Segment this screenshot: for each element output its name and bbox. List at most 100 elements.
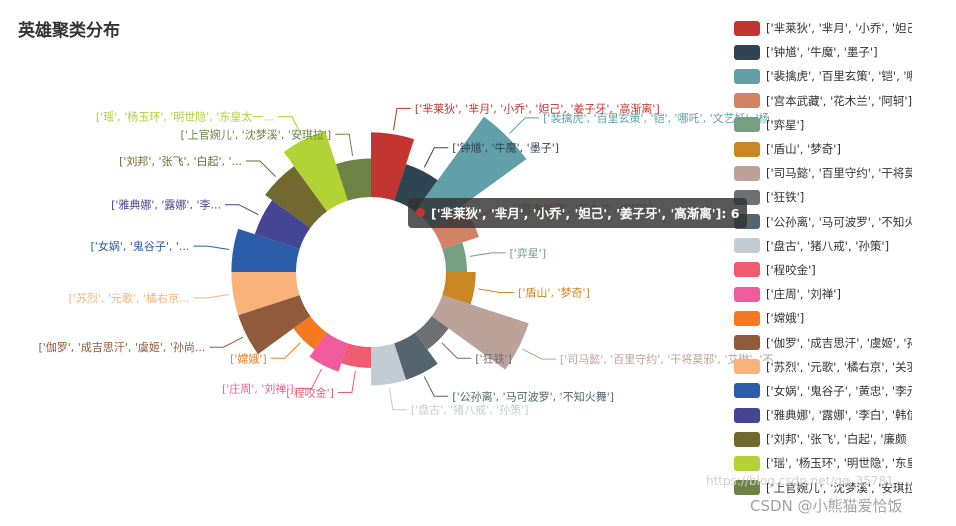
rose-slice[interactable] (442, 242, 467, 272)
watermark: CSDN @小熊猫爱恰饭 (750, 497, 903, 515)
legend-swatch (734, 117, 760, 133)
rose-slice[interactable] (309, 332, 348, 372)
rose-slice[interactable] (341, 343, 371, 368)
legend-label: ['盾山', '梦奇'] (766, 142, 841, 157)
rose-slices (231, 116, 529, 386)
legend-swatch (734, 93, 760, 109)
slice-label: ['伽罗', '成吉思汗', '虞姬', '孙尚... (38, 340, 205, 354)
legend-swatch (734, 262, 760, 278)
legend-swatch (734, 359, 760, 375)
slice-label: ['庄周', '刘禅'] (222, 381, 294, 395)
legend-label: ['裴擒虎', '百里玄策', '铠', '哪 (766, 69, 912, 84)
legend-item[interactable]: ['刘邦', '张飞', '白起', '廉颇 (734, 427, 912, 451)
rose-slice[interactable] (293, 316, 327, 350)
legend-item[interactable]: ['伽罗', '成吉思汗', '虞姬', '孙 (734, 330, 912, 354)
rose-slice[interactable] (394, 164, 438, 212)
chart-title: 英雄聚类分布 (18, 21, 120, 41)
legend-label: ['嫦娥'] (766, 311, 805, 326)
legend-item[interactable]: ['瑶', '杨玉环', '明世隐', '东皇 (734, 451, 912, 475)
rose-slice[interactable] (394, 332, 438, 380)
legend-swatch (734, 335, 760, 351)
slice-label: ['苏烈', '元歌', '橘右京... (69, 291, 190, 305)
legend-item[interactable]: ['司马懿', '百里守约', '干将莫 (734, 161, 912, 185)
legend-label: ['钟馗', '牛魔', '墨子'] (766, 45, 878, 60)
rose-slice[interactable] (415, 316, 449, 350)
legend-swatch (734, 44, 760, 60)
tooltip: ['芈莱狄', '芈月', '小乔', '妲己', '姜子牙', '高渐离']:… (408, 198, 748, 228)
slice-label: ['公孙离', '马可波罗', '不知火舞'] (452, 389, 614, 403)
legend-item[interactable]: ['雅典娜', '露娜', '李白', '韩信 (734, 403, 912, 427)
legend-item[interactable]: ['程咬金'] (734, 258, 912, 282)
legend-item[interactable]: ['女娲', '鬼谷子', '黄忠', '李元 (734, 379, 912, 403)
slice-label: ['瑶', '杨玉环', '明世隐', '东皇太一... (96, 110, 274, 124)
leader-line (509, 117, 540, 134)
legend-item[interactable]: ['宫本武藏', '花木兰', '阿轲'] (734, 89, 912, 113)
rose-slice[interactable] (335, 158, 371, 201)
legend-item[interactable]: ['庄周', '刘禅'] (734, 282, 912, 306)
slice-label: ['弈星'] (509, 246, 546, 260)
rose-slice[interactable] (431, 295, 529, 370)
rose-slice[interactable] (254, 200, 311, 249)
slice-label: ['裴擒虎', '百里玄策', '铠', '哪吒', '文艺妖', '杨... (543, 111, 780, 125)
legend-item[interactable]: ['嫦娥'] (734, 306, 912, 330)
legend-item[interactable]: ['上官婉儿', '沈梦溪', '安琪拉'] (734, 476, 912, 500)
legend-swatch (734, 310, 760, 326)
legend-label: ['公孙离', '马可波罗', '不知火 (766, 214, 912, 229)
legend-swatch (734, 238, 760, 254)
rose-slice[interactable] (238, 295, 311, 355)
legend-item[interactable]: ['狂铁'] (734, 185, 912, 209)
leader-line (423, 147, 449, 168)
legend-swatch (734, 141, 760, 157)
legend-swatch (734, 286, 760, 302)
legend-swatch (734, 165, 760, 181)
slice-labels: ['芈莱狄', '芈月', '小乔', '妲己', '姜子牙', '高渐离'][… (38, 101, 783, 416)
legend-label: ['弈星'] (766, 117, 805, 132)
leader-line (388, 387, 407, 411)
legend-label: ['伽罗', '成吉思汗', '虞姬', '孙 (766, 335, 912, 350)
legend-item[interactable]: ['裴擒虎', '百里玄策', '铠', '哪 (734, 64, 912, 88)
rose-slice[interactable] (231, 228, 300, 272)
watermark-url: https://blog.csdn.net/qq_35781 (706, 474, 894, 488)
legend-label: ['狂铁'] (766, 190, 805, 205)
leader-line (335, 133, 354, 157)
rose-slice[interactable] (442, 272, 476, 305)
legend-item[interactable]: ['钟馗', '牛魔', '墨子'] (734, 40, 912, 64)
leader-line (193, 245, 230, 251)
rose-slice[interactable] (371, 132, 415, 201)
leader-line (478, 288, 515, 293)
legend-label: ['司马懿', '百里守约', '干将莫 (766, 166, 912, 181)
legend-swatch (734, 383, 760, 399)
rose-slice[interactable] (371, 343, 407, 386)
legend-item[interactable]: ['苏烈', '元歌', '橘右京', '关羽 (734, 355, 912, 379)
legend-item[interactable]: ['公孙离', '马可波罗', '不知火 (734, 210, 912, 234)
legend-item[interactable]: ['弈星'] (734, 113, 912, 137)
leader-line (193, 293, 230, 299)
slice-label: ['司马懿', '百里守约', '干将莫邪', '艾琳', '不... (560, 352, 784, 366)
leader-line (423, 376, 449, 397)
legend: ['芈莱狄', '芈月', '小乔', '妲己 ['钟馗', '牛魔', '墨子'… (734, 16, 912, 500)
legend-label: ['上官婉儿', '沈梦溪', '安琪拉'] (766, 480, 912, 495)
leader-line (297, 368, 323, 389)
legend-label: ['刘邦', '张飞', '白起', '廉颇 (766, 432, 907, 447)
tooltip-text: ['芈莱狄', '芈月', '小乔', '妲己', '姜子牙', '高渐离']:… (431, 206, 740, 221)
legend-label: ['女娲', '鬼谷子', '黄忠', '李元 (766, 383, 912, 398)
legend-label: ['庄周', '刘禅'] (766, 287, 841, 302)
legend-item[interactable]: ['盾山', '梦奇'] (734, 137, 912, 161)
legend-swatch (734, 455, 760, 471)
leader-line (441, 342, 472, 359)
legend-label: ['苏烈', '元歌', '橘右京', '关羽 (766, 359, 912, 374)
legend-item[interactable]: ['芈莱狄', '芈月', '小乔', '妲己 (734, 16, 912, 40)
rose-slice[interactable] (265, 166, 327, 228)
legend-swatch (734, 20, 760, 36)
legend-swatch (734, 431, 760, 447)
legend-item[interactable]: ['盘古', '猪八戒', '孙策'] (734, 234, 912, 258)
leader-line (270, 342, 301, 359)
legend-label: ['瑶', '杨玉环', '明世隐', '东皇 (766, 456, 912, 471)
slice-label: ['雅典娜', '露娜', '李... (111, 198, 221, 212)
legend-label: ['程咬金'] (766, 262, 816, 277)
leader-line (246, 160, 276, 177)
slice-label: ['盘古', '猪八戒', '孙策'] (411, 403, 529, 417)
rose-slice[interactable] (283, 130, 348, 212)
leader-line (277, 116, 303, 137)
rose-slice[interactable] (231, 272, 300, 316)
